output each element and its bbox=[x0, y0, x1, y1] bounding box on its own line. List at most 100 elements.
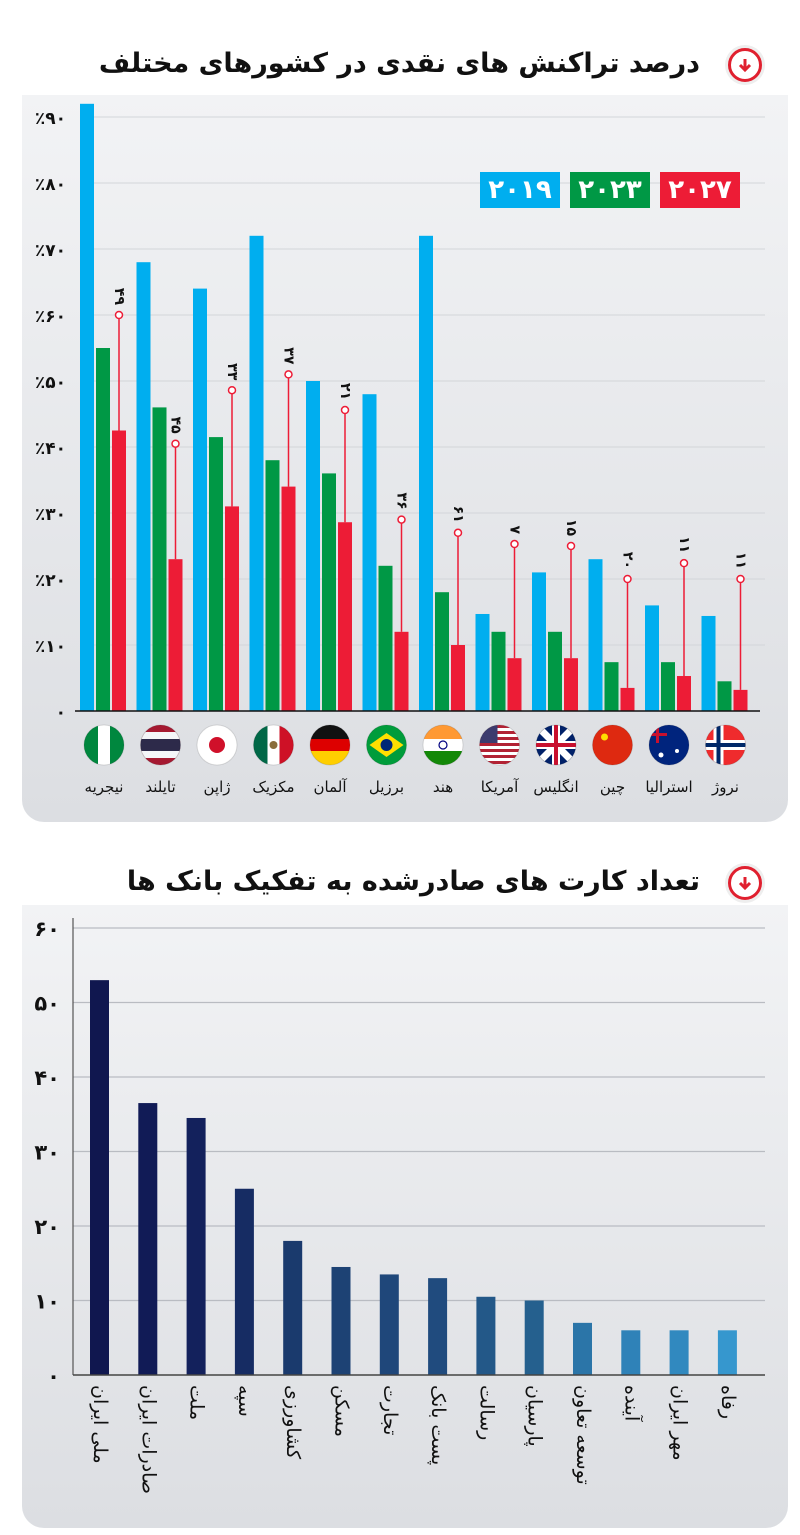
japan-flag-icon bbox=[197, 725, 237, 765]
mexico-flag-icon bbox=[253, 725, 294, 765]
bar-2027 bbox=[281, 486, 296, 711]
legend: ۲۰۱۹ ۲۰۲۳ ۲۰۲۷ bbox=[480, 172, 740, 208]
bar-2019 bbox=[475, 613, 490, 711]
chart1-title: درصد تراکنش های نقدی در کشورهای مختلف bbox=[98, 48, 700, 79]
flag-part bbox=[209, 737, 225, 753]
annotation-marker bbox=[623, 574, 632, 584]
bar-2019 bbox=[645, 605, 659, 711]
bar-2019 bbox=[249, 235, 264, 712]
bank-label: پست بانک bbox=[427, 1385, 449, 1465]
norway-flag-icon bbox=[705, 725, 746, 765]
bar-2019 bbox=[701, 615, 716, 711]
bar-2023 bbox=[548, 631, 562, 711]
flag-part bbox=[310, 725, 350, 739]
bar-2027 bbox=[225, 506, 239, 711]
flag-body bbox=[705, 725, 746, 765]
bank-label: صادرات ایران bbox=[137, 1385, 159, 1494]
bank-label: ملت bbox=[186, 1385, 208, 1420]
bank-label: کشاورزی bbox=[282, 1385, 304, 1460]
flag-outline bbox=[535, 724, 577, 766]
country-label: هند bbox=[433, 778, 453, 796]
bank-label: رسالت bbox=[475, 1385, 497, 1440]
bar-2019 bbox=[80, 103, 94, 712]
bar-2027 bbox=[168, 559, 183, 711]
usa-flag-icon bbox=[479, 725, 520, 765]
y-tick-label: ٪۸۰ bbox=[35, 175, 66, 195]
annotation-marker bbox=[736, 574, 745, 584]
flag-part bbox=[479, 731, 520, 734]
annotation-marker bbox=[679, 558, 689, 568]
y-tick-label: ٪۷۰ bbox=[35, 241, 66, 261]
annotation-marker bbox=[284, 370, 293, 379]
india-flag-icon bbox=[423, 725, 463, 765]
bar bbox=[428, 1278, 448, 1375]
country-label: استرالیا bbox=[645, 778, 692, 796]
flag-part bbox=[675, 749, 679, 753]
flag-outline bbox=[479, 724, 520, 766]
bar bbox=[234, 1188, 254, 1375]
flag-part bbox=[110, 725, 124, 765]
y-tick-label: ٪۲۰ bbox=[35, 571, 66, 591]
china-flag-icon bbox=[592, 725, 633, 765]
flag-outline bbox=[366, 724, 407, 766]
flag-part bbox=[423, 739, 463, 751]
y-tick-label: ۲۰ bbox=[34, 1215, 60, 1239]
bar bbox=[717, 1330, 737, 1375]
y-tick-label: ٪۴۰ bbox=[35, 439, 66, 459]
flag-part bbox=[310, 751, 350, 765]
bar-2019 bbox=[193, 288, 207, 711]
legend-2023: ۲۰۲۳ bbox=[570, 172, 650, 208]
flag-body bbox=[310, 725, 350, 765]
flag-body bbox=[84, 725, 124, 765]
brazil-flag-icon bbox=[366, 725, 407, 765]
y-tick-label: ٪۱۰ bbox=[35, 637, 66, 657]
flag-part bbox=[423, 751, 463, 765]
flag-body bbox=[592, 725, 633, 765]
flag-part bbox=[658, 752, 664, 758]
y-tick-label: ٪۶۰ bbox=[35, 307, 66, 327]
flag-part bbox=[423, 725, 463, 739]
flag-part bbox=[98, 725, 110, 765]
annotation-marker bbox=[340, 405, 350, 415]
bar-2023 bbox=[717, 681, 732, 711]
y-tick-label: ٪۳۰ bbox=[35, 505, 66, 525]
bank-label: سپه bbox=[234, 1385, 256, 1417]
down-arrow-icon bbox=[728, 866, 762, 900]
flag-part bbox=[84, 725, 98, 765]
flag-body bbox=[140, 725, 181, 765]
bar bbox=[186, 1117, 206, 1375]
flag-part bbox=[479, 737, 520, 740]
flag-part bbox=[438, 740, 448, 750]
annotation-marker bbox=[566, 541, 576, 551]
flag-part bbox=[279, 725, 294, 765]
country-label: برزیل bbox=[369, 778, 404, 796]
flag-body bbox=[366, 725, 407, 765]
flag-part bbox=[479, 749, 520, 752]
bar bbox=[476, 1296, 496, 1375]
y-tick-label: ۶۰ bbox=[34, 917, 60, 941]
country-label: انگلیس bbox=[533, 778, 578, 796]
bar bbox=[90, 980, 109, 1375]
flag-part bbox=[479, 755, 520, 758]
y-tick-label: ۴۰ bbox=[34, 1066, 60, 1090]
bank-label: آینده bbox=[620, 1385, 644, 1422]
bar-2023 bbox=[378, 565, 393, 711]
bar-2023 bbox=[265, 460, 280, 711]
flag-body bbox=[536, 725, 576, 765]
bar-2027 bbox=[338, 522, 352, 711]
bar bbox=[331, 1266, 351, 1375]
flag-part bbox=[310, 739, 350, 751]
bar-2027 bbox=[451, 645, 465, 711]
flag-part bbox=[380, 739, 393, 751]
y-tick-label: ۳۰ bbox=[34, 1141, 60, 1165]
bar bbox=[621, 1330, 641, 1375]
flag-body bbox=[423, 725, 463, 765]
bank-label: مهر ایران bbox=[669, 1385, 691, 1461]
annotation-marker bbox=[510, 539, 519, 549]
bar-2027 bbox=[564, 658, 578, 711]
bar-2027 bbox=[677, 676, 691, 711]
annotation-label: ۱۱ bbox=[676, 536, 692, 553]
bar-2023 bbox=[209, 437, 223, 711]
bar bbox=[379, 1274, 399, 1375]
flag-body bbox=[253, 725, 294, 765]
